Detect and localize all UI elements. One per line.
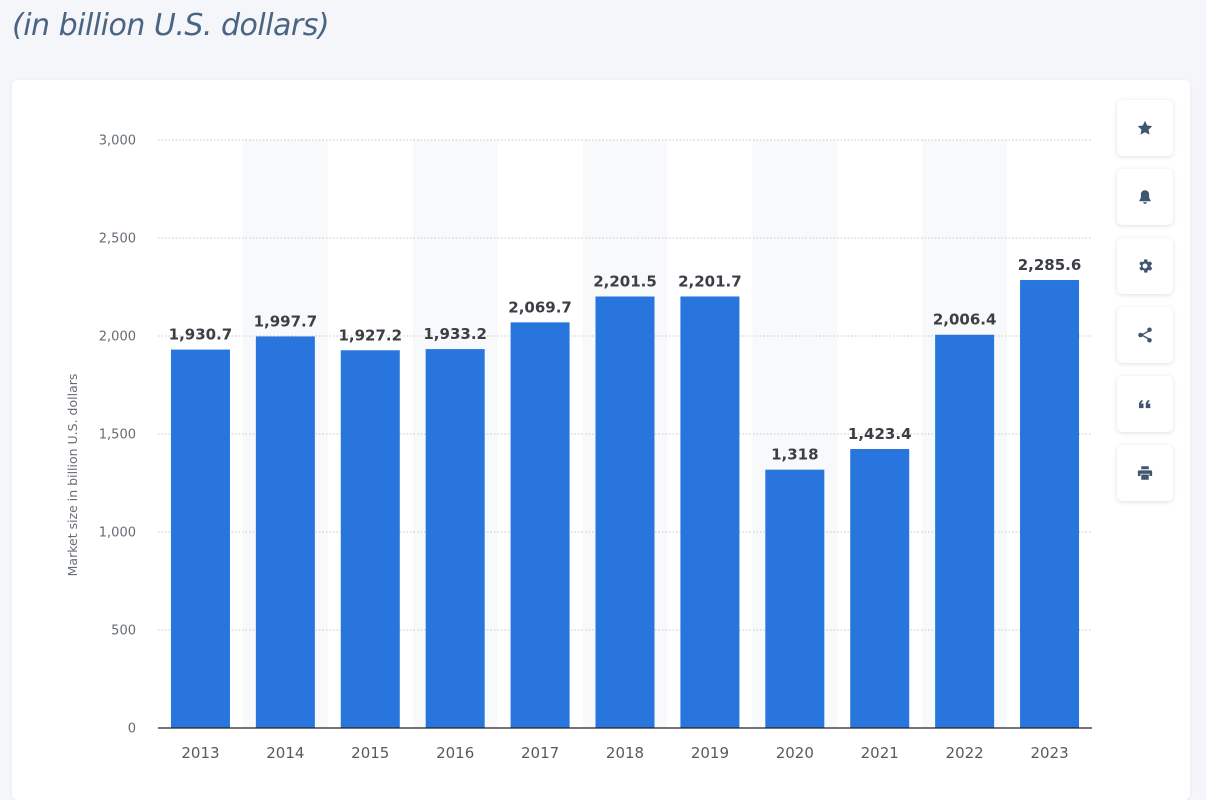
x-tick-label: 2019 (691, 744, 729, 762)
quote-icon (1139, 400, 1151, 409)
chart-card: 0 500 1,000 1,500 2,000 2,500 3,000 1,930.7 2013… (12, 80, 1190, 800)
bar-2014[interactable] (255, 336, 315, 728)
x-tick-label: 2015 (351, 744, 389, 762)
chart-subtitle: (in billion U.S. dollars) (12, 8, 330, 43)
data-label: 2,006.4 (933, 311, 997, 329)
data-label: 1,927.2 (338, 326, 402, 344)
data-label: 2,069.7 (508, 298, 572, 316)
y-tick-label: 3,000 (99, 134, 136, 149)
print-icon (1137, 466, 1153, 480)
bar-2017[interactable] (510, 322, 570, 728)
data-label: 2,201.7 (678, 272, 742, 290)
bar-2023[interactable] (1020, 280, 1080, 728)
y-axis-title: Market size in billion U.S. dollars (65, 374, 80, 577)
y-tick-label: 1,500 (99, 428, 136, 443)
favorite-button[interactable] (1117, 100, 1173, 156)
print-button[interactable] (1117, 445, 1173, 501)
gear-icon (1139, 259, 1153, 273)
x-tick-label: 2022 (946, 744, 984, 762)
x-tick-label: 2017 (521, 744, 559, 762)
notification-button[interactable] (1117, 169, 1173, 225)
y-tick-label: 2,500 (99, 232, 136, 247)
bell-icon (1139, 190, 1151, 204)
data-label: 1,997.7 (254, 312, 318, 330)
data-label: 2,285.6 (1018, 256, 1082, 274)
x-tick-label: 2013 (181, 744, 219, 762)
data-label: 1,933.2 (423, 325, 487, 343)
star-icon (1137, 120, 1153, 135)
data-label: 2,201.5 (593, 273, 657, 291)
y-tick-label: 0 (128, 722, 136, 737)
share-button[interactable] (1117, 307, 1173, 363)
y-tick-label: 500 (111, 624, 136, 639)
share-icon (1138, 327, 1152, 343)
x-tick-label: 2020 (776, 744, 814, 762)
bar-2021[interactable] (850, 449, 910, 728)
settings-button[interactable] (1117, 238, 1173, 294)
data-label: 1,318 (771, 446, 818, 464)
bar-2022[interactable] (935, 334, 995, 728)
x-tick-label: 2023 (1030, 744, 1068, 762)
chart-toolbar (1117, 100, 1173, 501)
cite-button[interactable] (1117, 376, 1173, 432)
bar-2018[interactable] (595, 296, 655, 728)
x-tick-label: 2016 (436, 744, 474, 762)
x-tick-label: 2021 (861, 744, 899, 762)
bar-2020[interactable] (765, 469, 825, 728)
x-tick-label: 2018 (606, 744, 644, 762)
data-label: 1,930.7 (169, 326, 233, 344)
bar-2013[interactable] (170, 349, 230, 728)
x-tick-label: 2014 (266, 744, 304, 762)
bar-2019[interactable] (680, 296, 740, 728)
y-tick-label: 2,000 (99, 330, 136, 345)
bar-2016[interactable] (425, 349, 485, 728)
bar-2015[interactable] (340, 350, 400, 728)
bar-chart: 0 500 1,000 1,500 2,000 2,500 3,000 1,930.7 2013… (65, 134, 1092, 762)
data-label: 1,423.4 (848, 425, 912, 443)
y-tick-label: 1,000 (99, 526, 136, 541)
